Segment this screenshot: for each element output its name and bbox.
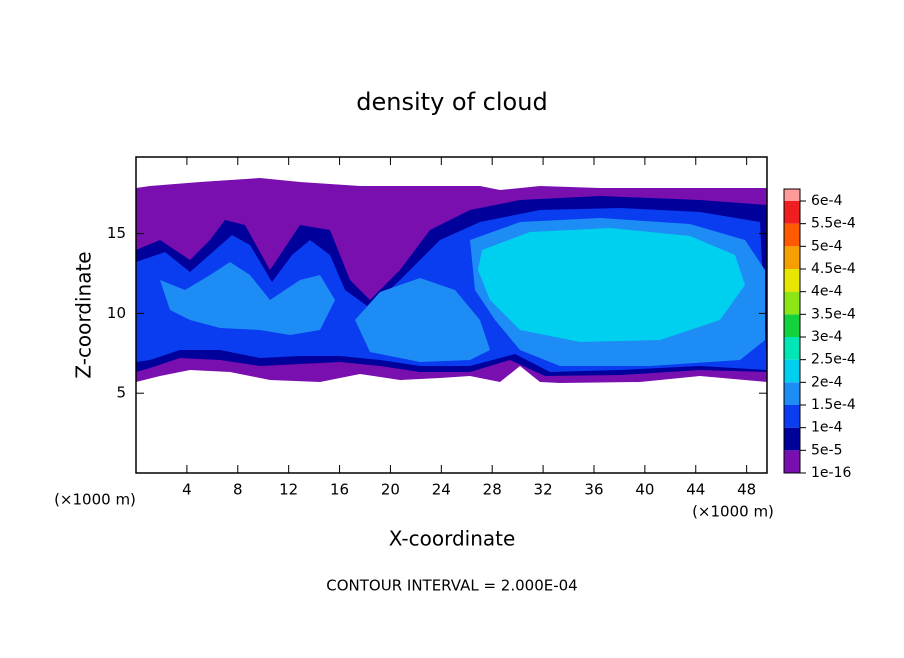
colorbar-label: 1e-4: [811, 420, 843, 436]
colorbar-label: 3e-4: [811, 329, 843, 345]
contour-field: [136, 178, 767, 383]
colorbar-swatch: [784, 382, 800, 405]
colorbar-swatch: [784, 291, 800, 315]
colorbar-label: 3.5e-4: [811, 306, 856, 322]
y-tick-label: 5: [116, 384, 126, 402]
x-tick-label: 8: [233, 481, 243, 499]
colorbar-label: 1e-16: [811, 465, 851, 481]
plot-frame: [135, 156, 768, 474]
x-tick-label: 4: [182, 481, 192, 499]
cloud-level-5: [478, 228, 745, 342]
x-tick-label: 36: [584, 481, 603, 499]
x-tick-label: 20: [381, 481, 400, 499]
colorbar-label: 5.5e-4: [811, 216, 856, 232]
colorbar-frame: [783, 188, 801, 474]
colorbar-swatch: [784, 450, 800, 473]
y-tick-label: 10: [107, 304, 126, 322]
colorbar-label: 2.5e-4: [811, 352, 856, 368]
colorbar-swatch: [784, 427, 800, 451]
colorbar-label: 6e-4: [811, 193, 843, 209]
contour-interval: CONTOUR INTERVAL = 2.000E-04: [326, 577, 577, 595]
colorbar-swatch: [784, 314, 800, 337]
x-tick-label: 24: [432, 481, 451, 499]
y-tick-label: 15: [107, 224, 126, 242]
colorbar-label: 4e-4: [811, 284, 843, 300]
colorbar-label: 1.5e-4: [811, 397, 856, 413]
x-tick-label: 16: [330, 481, 349, 499]
colorbar-swatch: [784, 223, 800, 247]
colorbar-label: 5e-4: [811, 238, 843, 254]
colorbar-swatch: [784, 189, 800, 201]
x-tick-label: 44: [686, 481, 705, 499]
y-axis-title: Z-coordinate: [72, 251, 96, 378]
colorbar-swatch: [784, 359, 800, 383]
x-axis-title: X-coordinate: [389, 527, 516, 551]
x-tick-label: 32: [534, 481, 553, 499]
colorbar-swatch: [784, 337, 800, 360]
x-tick-label: 28: [483, 481, 502, 499]
x-unit-label: (×1000 m): [54, 491, 136, 509]
colorbar-label: 4.5e-4: [811, 261, 856, 277]
x-tick-label: 12: [279, 481, 298, 499]
x-tick-label: 48: [737, 481, 756, 499]
x-tick-label: 40: [635, 481, 654, 499]
chart-title: density of cloud: [356, 88, 547, 116]
colorbar-label: 2e-4: [811, 374, 843, 390]
colorbar-swatch: [784, 201, 800, 224]
colorbar-swatch: [784, 246, 800, 269]
x-unit-label: (×1000 m): [692, 503, 774, 521]
colorbar-swatch: [784, 405, 800, 428]
colorbar-swatch: [784, 269, 800, 292]
colorbar-label: 5e-5: [811, 442, 842, 458]
